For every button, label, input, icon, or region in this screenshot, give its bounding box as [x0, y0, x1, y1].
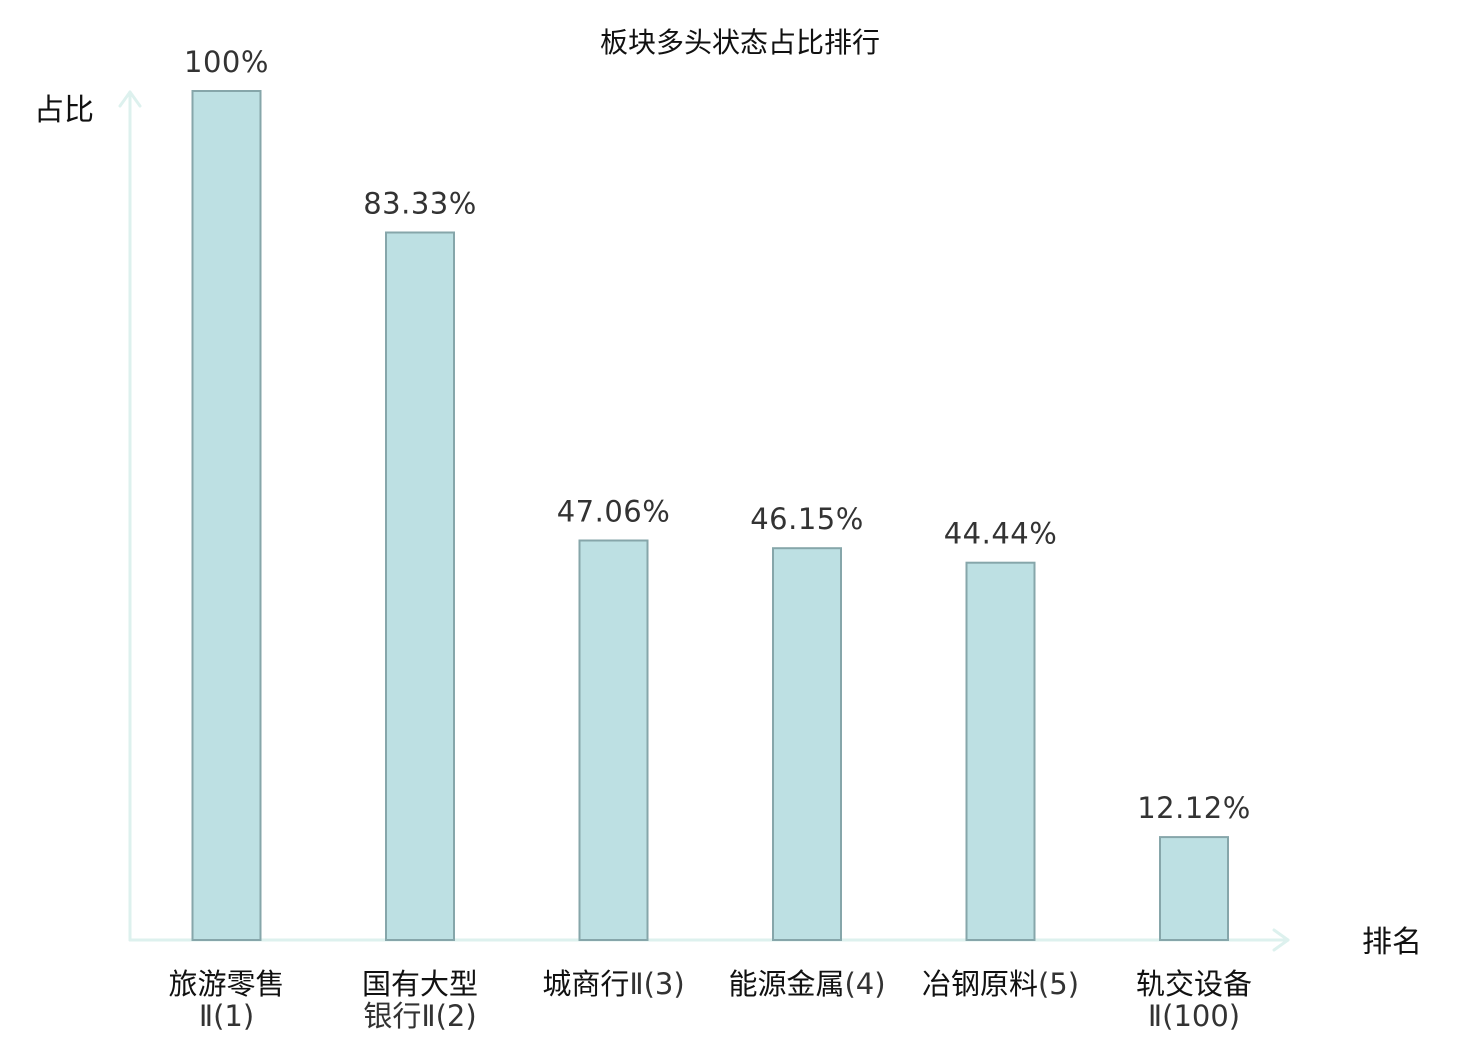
bar: [191, 90, 262, 941]
x-axis-arrow-icon: [1272, 928, 1290, 952]
category-name: 冶钢原料: [922, 967, 1038, 1001]
bar: [772, 547, 842, 941]
value-labels-group: 100% 83.33% 47.06% 46.15% 44.44% 12.12%: [184, 45, 1251, 825]
category-rank: Ⅱ(3): [629, 967, 684, 1001]
category-label: 能源金属(4): [728, 967, 885, 1001]
category-label: 旅游零售: [168, 967, 284, 1001]
category-label: 冶钢原料(5): [922, 967, 1079, 1001]
value-label: 12.12%: [1137, 791, 1251, 825]
category-label: 国有大型: [362, 967, 478, 1001]
y-axis-label: 占比: [34, 93, 94, 128]
category-rank: (5): [1038, 967, 1079, 1001]
category-rank-label: Ⅱ(100): [1148, 999, 1240, 1033]
chart-title: 板块多头状态占比排行: [600, 26, 880, 59]
bar: [578, 539, 649, 941]
value-label: 46.15%: [750, 502, 864, 536]
category-name: 能源金属: [728, 967, 844, 1001]
category-label: 城商行Ⅱ(3): [542, 967, 684, 1001]
y-axis-arrow-icon: [118, 90, 142, 108]
bar: [1159, 836, 1229, 941]
bar: [965, 561, 1036, 941]
category-rank: (4): [844, 967, 885, 1001]
y-axis: [118, 90, 142, 942]
bar: [385, 231, 455, 941]
value-label: 100%: [184, 45, 269, 79]
x-axis-label: 排名: [1362, 925, 1422, 960]
category-rank-label: Ⅱ(1): [199, 999, 254, 1033]
value-label: 83.33%: [363, 187, 477, 221]
category-rank-label: 银行Ⅱ(2): [363, 999, 476, 1033]
category-label: 轨交设备: [1136, 967, 1252, 1001]
bars-group: [191, 90, 1229, 941]
category-name: 城商行: [542, 967, 629, 1001]
value-label: 47.06%: [557, 495, 671, 529]
value-label: 44.44%: [944, 517, 1058, 551]
x-axis: [128, 928, 1290, 952]
